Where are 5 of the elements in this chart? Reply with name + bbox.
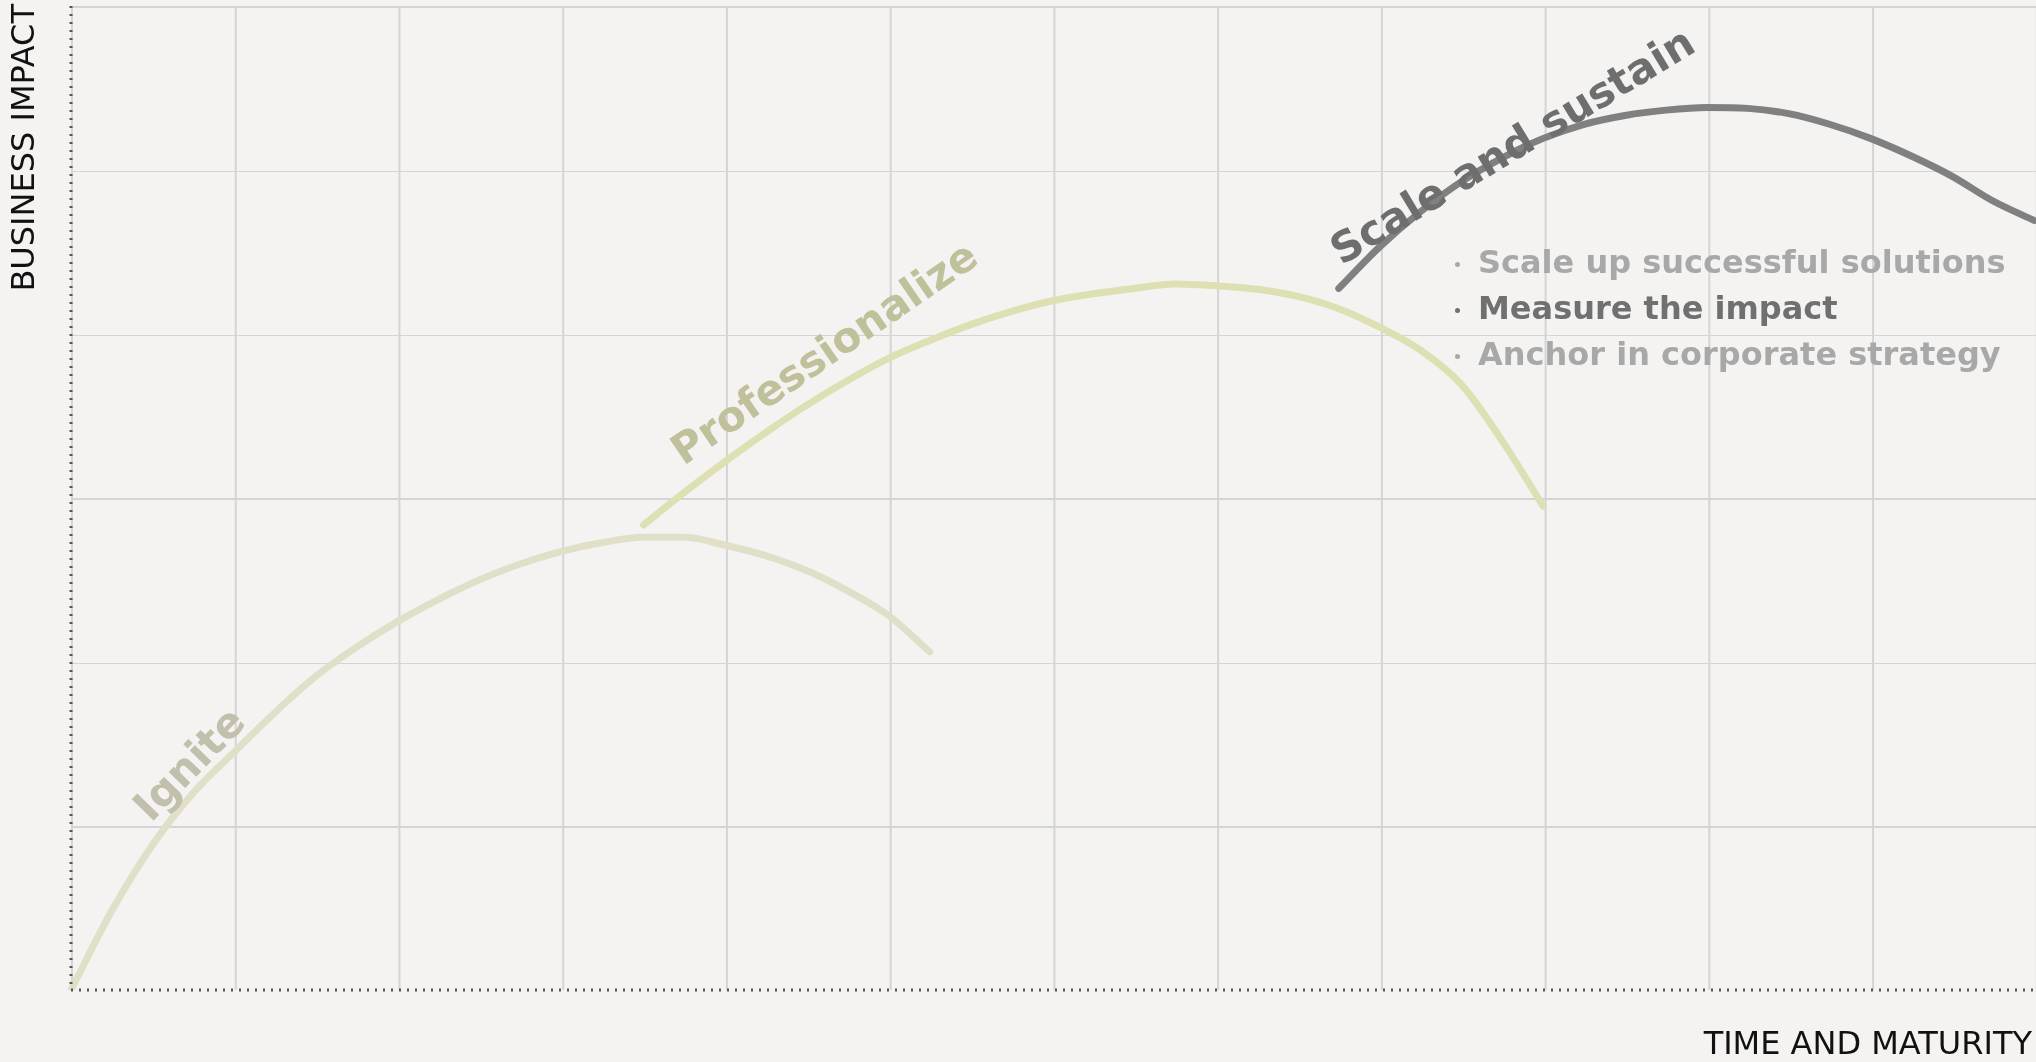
annotation: Scale up successful solutions <box>1477 243 2006 281</box>
annotation: Measure the impact <box>1477 289 1839 327</box>
y-axis-title: BUSINESS IMPACT <box>4 4 42 292</box>
x-axis-title: TIME AND MATURITY <box>1703 1024 2032 1062</box>
annotation: Anchor in corporate strategy <box>1477 335 2002 373</box>
